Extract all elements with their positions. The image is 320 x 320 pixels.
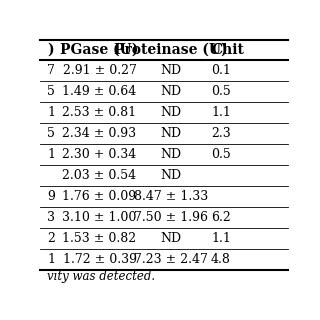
Text: 0.5: 0.5 [211, 148, 231, 161]
Text: 4.8: 4.8 [211, 252, 231, 266]
Text: PGase (U): PGase (U) [60, 43, 139, 57]
Text: 2.53 ± 0.81: 2.53 ± 0.81 [62, 106, 137, 119]
Text: ND: ND [160, 64, 181, 77]
Text: ND: ND [160, 127, 181, 140]
Text: ND: ND [160, 85, 181, 98]
Text: 5: 5 [47, 85, 55, 98]
Text: 1: 1 [47, 106, 55, 119]
Text: 2.30 + 0.34: 2.30 + 0.34 [62, 148, 137, 161]
Text: 1.1: 1.1 [211, 106, 231, 119]
Text: ND: ND [160, 169, 181, 182]
Text: 1: 1 [47, 148, 55, 161]
Text: 8.47 ± 1.33: 8.47 ± 1.33 [134, 190, 208, 203]
Text: 2.91 ± 0.27: 2.91 ± 0.27 [63, 64, 136, 77]
Text: 2.03 ± 0.54: 2.03 ± 0.54 [62, 169, 137, 182]
Text: ND: ND [160, 106, 181, 119]
Text: 1.1: 1.1 [211, 232, 231, 244]
Text: 5: 5 [47, 127, 55, 140]
Text: 0.1: 0.1 [211, 64, 231, 77]
Text: ND: ND [160, 232, 181, 244]
Text: 3: 3 [47, 211, 55, 224]
Text: Chit: Chit [211, 43, 244, 57]
Text: 9: 9 [47, 190, 55, 203]
Text: 1.49 ± 0.64: 1.49 ± 0.64 [62, 85, 137, 98]
Text: 1.72 ± 0.39: 1.72 ± 0.39 [62, 252, 137, 266]
Text: Proteinase (U): Proteinase (U) [114, 43, 228, 57]
Text: 7: 7 [47, 64, 55, 77]
Text: 1.76 ± 0.09: 1.76 ± 0.09 [62, 190, 137, 203]
Text: 7.23 ± 2.47: 7.23 ± 2.47 [134, 252, 208, 266]
Text: 3.10 ± 1.00: 3.10 ± 1.00 [62, 211, 137, 224]
Text: 2.34 ± 0.93: 2.34 ± 0.93 [62, 127, 137, 140]
Text: 1.53 ± 0.82: 1.53 ± 0.82 [62, 232, 137, 244]
Text: 2: 2 [47, 232, 55, 244]
Text: vity was detected.: vity was detected. [47, 270, 156, 284]
Text: 0.5: 0.5 [211, 85, 231, 98]
Text: 6.2: 6.2 [211, 211, 231, 224]
Text: ): ) [47, 43, 54, 57]
Text: 7.50 ± 1.96: 7.50 ± 1.96 [134, 211, 208, 224]
Text: ND: ND [160, 148, 181, 161]
Text: 1: 1 [47, 252, 55, 266]
Text: 2.3: 2.3 [211, 127, 231, 140]
